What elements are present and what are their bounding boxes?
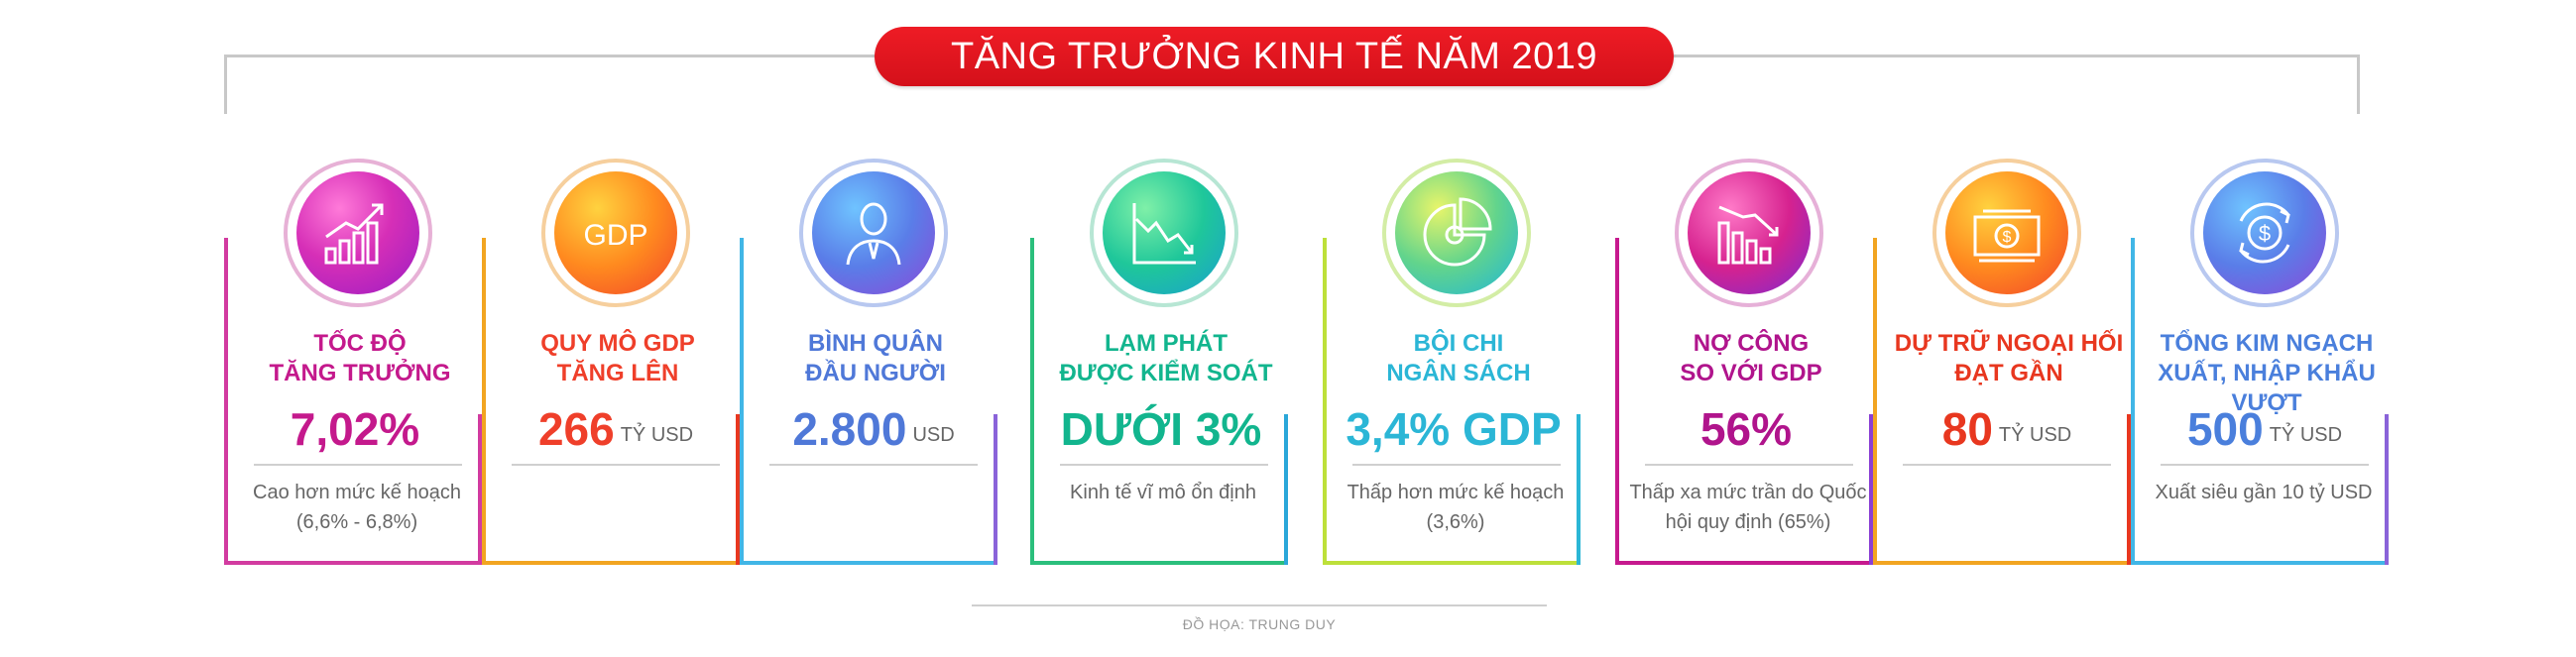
card-budget-deficit: BỘI CHI NGÂN SÁCH 3,4% GDP Thấp hơn mức … [1323,159,1581,565]
page-title: TĂNG TRƯỞNG KINH TẾ NĂM 2019 [875,27,1674,86]
card-label: LẠM PHÁT ĐƯỢC KIỂM SOÁT [1059,330,1273,386]
card-label: TỐC ĐỘ TĂNG TRƯỞNG [269,330,451,386]
dollar-exchange-icon: $ [2203,171,2326,294]
svg-text:$: $ [2259,221,2271,246]
card-value: 2.800 [792,403,907,455]
icon-ring [799,159,948,307]
card-value: DƯỚI 3% [1060,403,1262,455]
card-frame [224,238,482,565]
icon-ring [1675,159,1823,307]
card-frame-accent [478,414,482,565]
card-description: Thấp hơn mức kế hoạch (3,6%) [1347,482,1565,533]
pie-chart-icon [1395,171,1518,294]
card-value-row: 500 TỶ USD [2151,401,2379,457]
card-frame [1615,238,1873,565]
card-frame-accent [994,414,997,565]
card-value: 266 [537,403,615,455]
card-divider [2161,464,2369,466]
graphics-credit: ĐỒ HỌA: TRUNG DUY [1182,616,1337,632]
card-value-row: 80 TỶ USD [1893,401,2121,457]
card-frame-accent [1869,414,1873,565]
card-value-row: 2.800 USD [760,401,988,457]
card-label: NỢ CÔNG SO VỚI GDP [1680,330,1822,386]
card-unit: TỶ USD [620,424,694,446]
card-frame-accent [2127,414,2131,565]
card-label: BỘI CHI NGÂN SÁCH [1386,330,1531,386]
money-stack-icon: $ [1945,171,2068,294]
gdp-icon: GDP [554,171,677,294]
card-value: 7,02% [290,403,420,455]
card-frame [2131,238,2389,565]
card-frame [482,238,740,565]
card-frame [1873,238,2131,565]
card-value-row: 56% [1635,401,1863,457]
card-divider [254,464,462,466]
card-unit: TỶ USD [1998,424,2072,446]
card-trade-turnover: $ TỔNG KIM NGẠCH XUẤT, NHẬP KHẨU VƯỢT 50… [2131,159,2389,565]
card-gdp-size: GDP QUY MÔ GDP TĂNG LÊN 266 TỶ USD [482,159,740,565]
person-icon [812,171,935,294]
card-label: TỔNG KIM NGẠCH XUẤT, NHẬP KHẨU VƯỢT [2158,330,2376,416]
card-frame-accent [1577,414,1581,565]
icon-ring: $ [2190,159,2339,307]
declining-chart-icon [1103,171,1226,294]
card-value-row: 3,4% GDP [1343,401,1571,457]
card-frame [1030,238,1288,565]
debt-bars-icon [1688,171,1811,294]
card-growth-rate: TỐC ĐỘ TĂNG TRƯỞNG 7,02% Cao hơn mức kế … [224,159,482,565]
card-unit: TỶ USD [2269,424,2343,446]
card-frame [740,238,997,565]
card-frame-accent [2385,414,2389,565]
card-divider [1060,464,1268,466]
icon-ring [1090,159,1238,307]
card-frame-accent [1284,414,1288,565]
card-divider [1903,464,2111,466]
card-label: QUY MÔ GDP TĂNG LÊN [540,330,695,386]
card-per-capita: BÌNH QUÂN ĐẦU NGƯỜI 2.800 USD [740,159,997,565]
icon-ring [284,159,432,307]
icon-ring: GDP [541,159,690,307]
card-divider [512,464,720,466]
svg-text:GDP: GDP [583,219,647,252]
card-value-row: 7,02% [244,401,472,457]
card-public-debt: NỢ CÔNG SO VỚI GDP 56% Thấp xa mức trần … [1615,159,1873,565]
card-value-row: 266 TỶ USD [502,401,730,457]
icon-ring: $ [1932,159,2081,307]
card-value: 500 [2186,403,2264,455]
card-label: BÌNH QUÂN ĐẦU NGƯỜI [805,330,946,386]
card-inflation: LẠM PHÁT ĐƯỢC KIỂM SOÁT DƯỚI 3% Kinh tế … [1030,159,1288,565]
icon-ring [1382,159,1531,307]
card-value-row: DƯỚI 3% [1050,401,1278,457]
card-value: 80 [1941,403,1993,455]
card-frame [1323,238,1581,565]
svg-text:$: $ [2003,229,2012,246]
card-divider [1352,464,1561,466]
card-divider [769,464,978,466]
growth-chart-icon [296,171,419,294]
card-value: 3,4% GDP [1346,403,1562,455]
card-divider [1645,464,1853,466]
card-frame-accent [736,414,740,565]
card-label: DỰ TRỮ NGOẠI HỐI ĐẠT GẦN [1894,330,2124,386]
card-description: Cao hơn mức kế hoạch (6,6% - 6,8%) [253,482,461,533]
card-description: Thấp xa mức trần do Quốc hội quy định (6… [1629,482,1867,533]
card-description: Xuất siêu gần 10 tỷ USD [2155,482,2373,503]
card-description: Kinh tế vĩ mô ổn định [1070,482,1256,503]
card-value: 56% [1699,403,1793,455]
card-forex-reserves: $ DỰ TRỮ NGOẠI HỐI ĐẠT GẦN 80 TỶ USD [1873,159,2131,565]
credit-divider [972,604,1547,606]
card-unit: USD [912,424,955,446]
